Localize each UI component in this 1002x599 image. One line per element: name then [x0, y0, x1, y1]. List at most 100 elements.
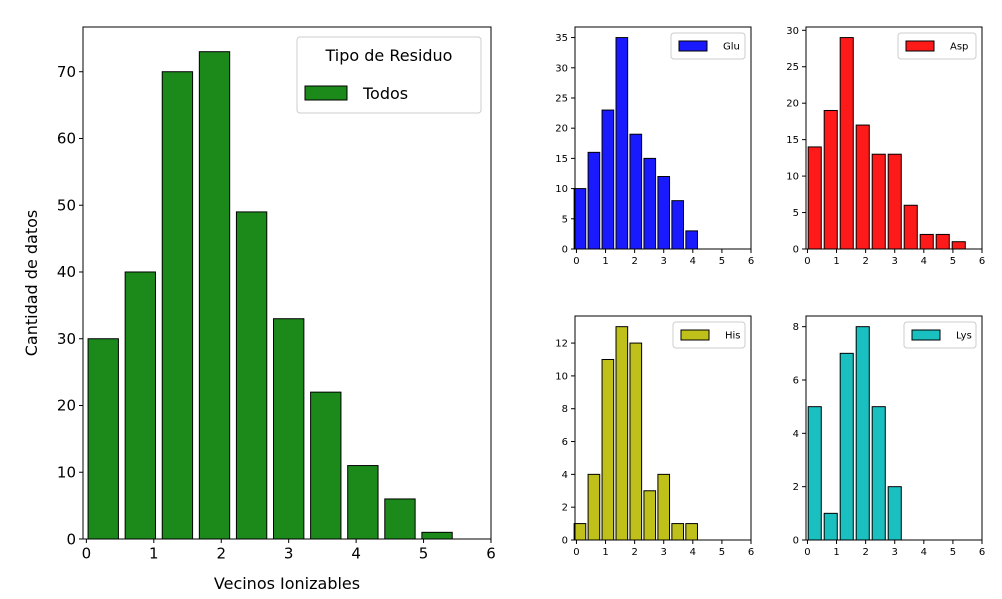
y-tick-label-main-3: 30: [57, 330, 76, 348]
bar-lys-5: [887, 486, 902, 541]
x-tick-label-asp-6: 6: [979, 256, 985, 267]
legend-glu: Glu: [670, 32, 746, 60]
x-tick-label-main-4: 4: [351, 545, 361, 563]
y-tick-label-glu-4: 20: [555, 124, 568, 135]
y-tick-label-his-1: 2: [562, 503, 568, 514]
bar-asp-2: [839, 37, 854, 250]
y-tick-label-asp-3: 15: [786, 135, 799, 146]
bar-main-4: [235, 211, 268, 540]
legend-swatch-lys: [911, 329, 941, 341]
x-tick-label-his-0: 0: [573, 547, 579, 558]
y-tick-label-asp-4: 20: [786, 99, 799, 110]
y-tick-label-asp-1: 5: [793, 208, 799, 219]
x-tick-label-main-5: 5: [419, 545, 429, 563]
x-tick-label-glu-2: 2: [631, 256, 637, 267]
bar-main-1: [124, 271, 156, 540]
x-tick-label-glu-3: 3: [661, 256, 667, 267]
bar-glu-1: [587, 151, 601, 250]
y-tick-label-glu-5: 25: [555, 93, 568, 104]
bar-his-6: [657, 473, 671, 541]
y-tick-label-main-0: 0: [66, 530, 76, 548]
bar-his-1: [587, 473, 601, 541]
legend-his: His: [672, 321, 746, 349]
y-tick-label-main-6: 60: [57, 130, 76, 148]
y-tick-label-asp-2: 10: [786, 172, 799, 183]
legend-swatch-asp: [905, 40, 935, 52]
x-tick-label-his-2: 2: [631, 547, 637, 558]
legend-title-main: Tipo de Residuo: [325, 46, 453, 65]
x-tick-label-lys-3: 3: [892, 547, 898, 558]
chart-glu: 0 1 2 3 4 5 6 0 5 10 15 20 25 30 35 Glu: [555, 26, 754, 267]
chart-asp: 0 1 2 3 4 5 6 0 5 10 15 20 25 30 Asp: [786, 26, 985, 267]
x-tick-label-main-1: 1: [149, 545, 159, 563]
x-tick-label-his-4: 4: [690, 547, 696, 558]
x-tick-label-asp-3: 3: [892, 256, 898, 267]
y-tick-label-his-2: 4: [562, 470, 568, 481]
x-tick-label-asp-0: 0: [804, 256, 810, 267]
x-axis-label-main: Vecinos Ionizables: [214, 574, 360, 593]
y-tick-label-main-7: 70: [57, 63, 76, 81]
legend-label-main: Todos: [362, 84, 408, 103]
bar-asp-3: [855, 124, 870, 250]
x-tick-label-lys-1: 1: [833, 547, 839, 558]
bar-main-0: [87, 338, 119, 540]
y-tick-label-his-6: 12: [555, 339, 568, 350]
bar-glu-8: [685, 230, 698, 250]
legend-box-glu: [670, 32, 746, 60]
legend-swatch-main: [304, 85, 348, 101]
legend-label-glu: Glu: [723, 42, 740, 53]
bar-glu-3: [615, 37, 629, 250]
x-tick-label-glu-5: 5: [719, 256, 725, 267]
y-tick-label-main-2: 20: [57, 397, 76, 415]
legend-swatch-glu: [678, 40, 708, 52]
y-tick-label-glu-6: 30: [555, 63, 568, 74]
bar-main-7: [347, 465, 379, 540]
x-tick-label-lys-0: 0: [804, 547, 810, 558]
bar-his-7: [671, 523, 685, 541]
x-tick-label-lys-6: 6: [979, 547, 985, 558]
bar-main-6: [310, 391, 342, 540]
y-axis-label-main: Cantidad de datos: [22, 210, 41, 356]
axes-frame-lys: [805, 315, 983, 541]
bar-asp-1: [823, 109, 838, 250]
y-tick-label-glu-7: 35: [555, 33, 568, 44]
x-tick-label-main-6: 6: [486, 545, 496, 563]
x-tick-label-his-3: 3: [661, 547, 667, 558]
x-tick-label-asp-1: 1: [833, 256, 839, 267]
bar-asp-4: [871, 153, 886, 250]
bar-lys-4: [871, 406, 886, 541]
y-tick-label-asp-5: 25: [786, 62, 799, 73]
bar-asp-7: [919, 233, 934, 250]
bar-lys-2: [839, 352, 854, 541]
y-tick-label-glu-3: 15: [555, 154, 568, 165]
axes-frame-main: [82, 26, 492, 540]
x-tick-label-asp-4: 4: [921, 256, 927, 267]
x-tick-label-glu-6: 6: [748, 256, 754, 267]
x-tick-label-his-1: 1: [602, 547, 608, 558]
bar-asp-5: [887, 153, 902, 250]
y-tick-label-his-5: 10: [555, 371, 568, 382]
y-tick-label-main-4: 40: [57, 263, 76, 281]
x-tick-label-main-0: 0: [82, 545, 92, 563]
x-tick-label-glu-1: 1: [602, 256, 608, 267]
y-tick-label-lys-3: 6: [793, 376, 799, 387]
bar-his-8: [685, 523, 698, 541]
y-tick-label-asp-0: 0: [793, 245, 799, 256]
bar-main-3: [198, 51, 231, 540]
bar-glu-5: [643, 157, 657, 250]
x-tick-label-lys-5: 5: [950, 547, 956, 558]
y-tick-label-glu-2: 10: [555, 184, 568, 195]
y-tick-label-lys-4: 8: [793, 322, 799, 333]
axes-frame-glu: [574, 26, 752, 250]
legend-lys: Lys: [903, 321, 977, 349]
legend-label-asp: Asp: [950, 42, 968, 53]
y-tick-label-glu-0: 0: [562, 245, 568, 256]
bar-asp-9: [951, 241, 966, 250]
y-tick-label-his-0: 0: [562, 536, 568, 547]
bar-lys-1: [823, 512, 838, 541]
axes-frame-his: [574, 315, 752, 541]
bar-main-5: [273, 318, 305, 540]
x-tick-label-lys-4: 4: [921, 547, 927, 558]
